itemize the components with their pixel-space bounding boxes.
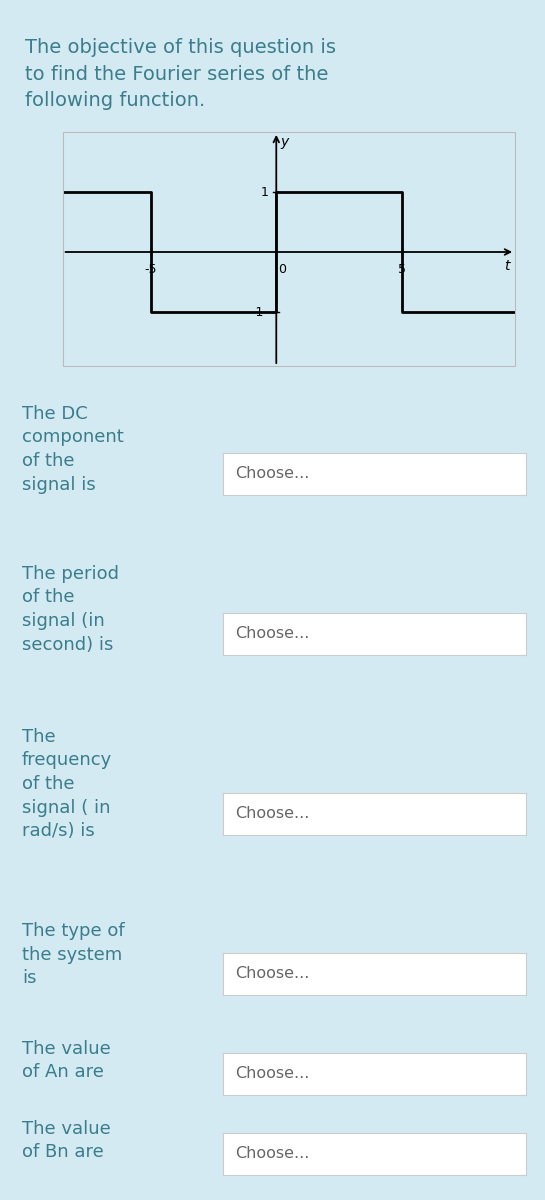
Text: The type of
the system
is: The type of the system is [22, 923, 124, 988]
Text: The objective of this question is
to find the Fourier series of the
following fu: The objective of this question is to fin… [25, 38, 336, 110]
Text: The DC
component
of the
signal is: The DC component of the signal is [22, 404, 124, 493]
Text: Choose...: Choose... [235, 806, 310, 821]
Text: Choose...: Choose... [235, 1067, 310, 1081]
Text: -1: -1 [251, 306, 264, 318]
Text: Choose...: Choose... [235, 1146, 310, 1162]
Text: 1: 1 [261, 186, 269, 198]
Text: y: y [281, 136, 289, 149]
Text: 0: 0 [278, 263, 287, 276]
Text: Choose...: Choose... [235, 466, 310, 481]
Text: Choose...: Choose... [235, 626, 310, 641]
Text: The period
of the
signal (in
second) is: The period of the signal (in second) is [22, 565, 119, 654]
Text: t: t [505, 259, 510, 274]
Text: Choose...: Choose... [235, 966, 310, 982]
Text: The
frequency
of the
signal ( in
rad/s) is: The frequency of the signal ( in rad/s) … [22, 727, 112, 840]
Text: The value
of An are: The value of An are [22, 1039, 111, 1081]
Text: 5: 5 [398, 263, 406, 276]
Text: The value
of Bn are: The value of Bn are [22, 1120, 111, 1162]
Text: -5: -5 [144, 263, 157, 276]
